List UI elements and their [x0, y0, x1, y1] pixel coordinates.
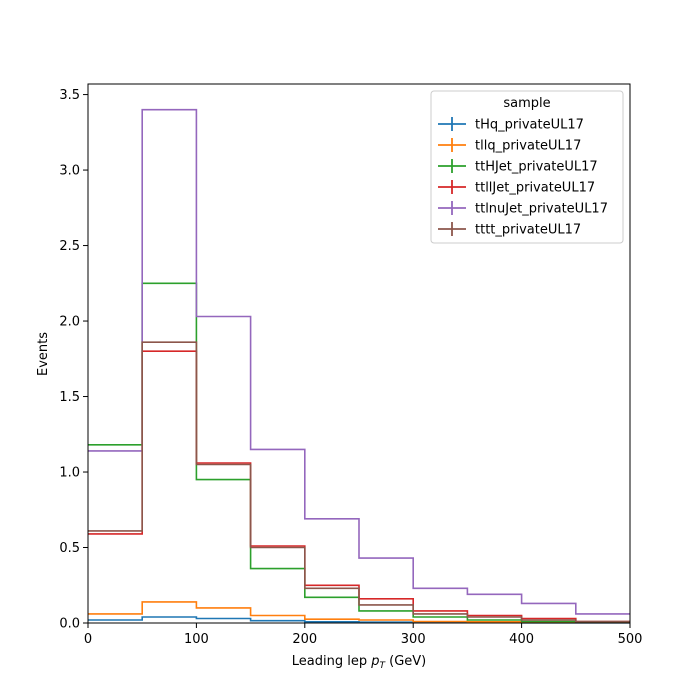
x-tick-label: 100	[184, 632, 209, 647]
y-tick-label: 1.5	[59, 390, 80, 405]
y-tick-label: 0.5	[59, 541, 80, 556]
series-layer	[88, 108, 630, 624]
legend-label: tttt_privateUL17	[475, 223, 581, 238]
y-tick-label: 3.5	[59, 88, 80, 103]
legend-entry: ttlnuJet_privateUL17	[438, 201, 608, 217]
x-tick-label: 0	[84, 632, 92, 647]
legend-entry: tHq_privateUL17	[438, 117, 584, 133]
legend: sample tHq_privateUL17 tllq_privateUL17tt…	[430, 90, 624, 244]
series-step-line-4	[88, 108, 630, 615]
y-axis-label: Events	[36, 332, 51, 376]
y-tick-label: 2.5	[59, 239, 80, 254]
legend-label: ttllJet_privateUL17	[475, 181, 595, 196]
x-tick-label: 300	[401, 632, 426, 647]
x-axis-label: Leading lep pT (GeV)	[292, 654, 426, 671]
legend-title: sample	[503, 96, 550, 111]
legend-label: ttlnuJet_privateUL17	[475, 202, 608, 217]
x-axis-ticks: 0 100 200 300 400 500	[84, 623, 643, 647]
legend-box	[430, 90, 624, 244]
y-tick-label: 0.0	[59, 617, 80, 632]
y-tick-label: 2.0	[59, 315, 80, 330]
x-axis-label-var: p	[370, 654, 379, 669]
x-axis-label-main: Leading lep	[292, 654, 371, 669]
legend-label: tllq_privateUL17	[475, 139, 581, 154]
legend-label: ttHJet_privateUL17	[475, 160, 598, 175]
legend-label: tHq_privateUL17	[475, 118, 584, 133]
legend-entry: tllq_privateUL17	[438, 138, 581, 154]
x-tick-label: 200	[292, 632, 317, 647]
x-tick-label: 500	[618, 632, 643, 647]
series-step-line-5	[88, 341, 630, 623]
series-step-line-3	[88, 350, 630, 623]
x-tick-label: 400	[509, 632, 534, 647]
y-axis-ticks: 0.0 0.5 1.0 1.5 2.0 2.5 3.0 3.5	[59, 88, 88, 632]
y-tick-label: 3.0	[59, 164, 80, 179]
y-tick-label: 1.0	[59, 466, 80, 481]
legend-entry: tttt_privateUL17	[438, 222, 581, 238]
x-axis-label-unit: (GeV)	[385, 654, 426, 669]
x-axis-label-sub: T	[379, 661, 386, 671]
legend-entry: ttHJet_privateUL17	[438, 159, 598, 175]
legend-entry: ttllJet_privateUL17	[438, 180, 595, 196]
plot-frame	[87, 83, 631, 624]
series-step-line-2	[88, 282, 630, 623]
legend-entries: tHq_privateUL17 tllq_privateUL17 ttHJet_pr…	[438, 117, 608, 238]
